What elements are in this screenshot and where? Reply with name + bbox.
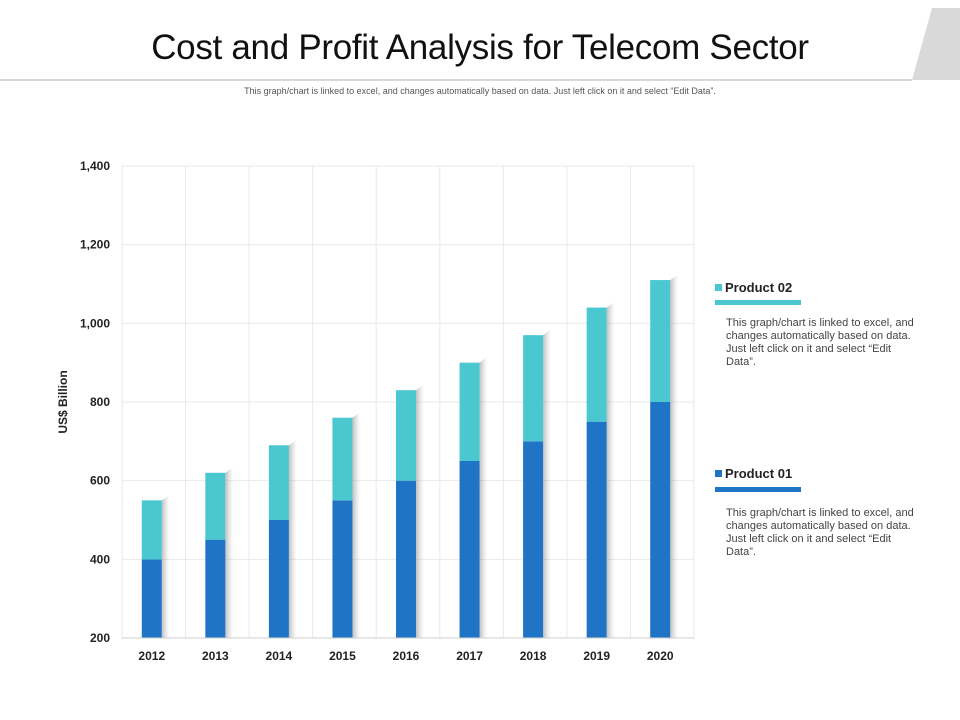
bar-product-01 — [650, 402, 671, 638]
corner-decoration — [912, 8, 960, 80]
x-tick-label: 2012 — [138, 649, 165, 663]
x-tick-label: 2020 — [647, 649, 674, 663]
legend-swatch-product-01 — [715, 470, 722, 477]
bar-product-02 — [523, 335, 544, 442]
bar-product-01 — [332, 500, 353, 638]
axis-layer: 200 400 600 800 1,000 1,200 1,400 2012 2013 2014 2… — [80, 159, 694, 663]
bar-shadow — [161, 494, 170, 638]
y-tick-label: 600 — [90, 474, 110, 488]
y-tick-label: 200 — [90, 631, 110, 645]
y-axis-label: US$ Billion — [56, 370, 70, 433]
x-tick-label: 2014 — [266, 649, 293, 663]
x-tick-label: 2019 — [583, 649, 610, 663]
bar-shadow — [288, 439, 297, 638]
bar-product-01 — [205, 539, 226, 638]
x-tick-label: 2018 — [520, 649, 547, 663]
bar-shadow — [670, 274, 679, 638]
bar-layer — [141, 274, 679, 638]
bar-product-02 — [459, 362, 480, 461]
x-tick-label: 2016 — [393, 649, 420, 663]
title-bar: Cost and Profit Analysis for Telecom Sec… — [0, 0, 960, 82]
bar-shadow — [225, 466, 234, 638]
bar-product-01 — [268, 520, 289, 638]
bar-shadow — [543, 329, 552, 638]
y-tick-label: 400 — [90, 552, 110, 566]
bar-product-01 — [459, 461, 480, 638]
y-tick-label: 1,000 — [80, 316, 110, 330]
bar-product-02 — [141, 500, 162, 560]
x-tick-label: 2017 — [456, 649, 483, 663]
legend-bar-product-02 — [715, 300, 801, 305]
legend-bar-product-01 — [715, 487, 801, 492]
bar-product-02 — [268, 445, 289, 520]
legend-title-product-01: Product 01 — [725, 466, 793, 481]
y-tick-label: 800 — [90, 395, 110, 409]
bar-product-01 — [523, 441, 544, 638]
bar-product-02 — [650, 280, 671, 402]
bar-product-01 — [141, 559, 162, 638]
bar-product-02 — [332, 417, 353, 501]
bar-product-02 — [586, 307, 607, 422]
bar-product-02 — [396, 390, 416, 481]
title-divider — [0, 79, 912, 81]
x-tick-label: 2013 — [202, 649, 229, 663]
bar-shadow — [479, 356, 488, 638]
legend-title-product-02: Product 02 — [725, 280, 793, 295]
bar-shadow — [606, 301, 615, 638]
bar-product-01 — [396, 480, 416, 638]
y-tick-label: 1,200 — [80, 238, 110, 252]
bar-shadow — [416, 384, 424, 638]
y-tick-label: 1,400 — [80, 159, 110, 173]
bar-shadow — [352, 411, 361, 638]
legend-swatch-product-02 — [715, 284, 722, 291]
legend-description-product-02: This graph/chart is linked to excel, and… — [726, 317, 914, 368]
bar-product-01 — [586, 421, 607, 638]
page-title: Cost and Profit Analysis for Telecom Sec… — [151, 28, 809, 67]
legend-description-product-01: This graph/chart is linked to excel, and… — [726, 507, 914, 558]
bar-product-02 — [205, 472, 226, 540]
x-tick-label: 2015 — [329, 649, 356, 663]
page-subtitle: This graph/chart is linked to excel, and… — [244, 86, 716, 96]
corner-shape — [912, 8, 960, 80]
